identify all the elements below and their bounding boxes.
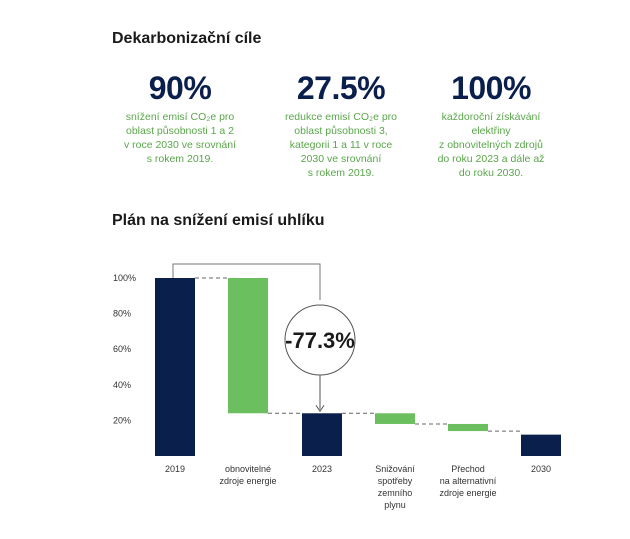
category-label: Přechod bbox=[451, 464, 485, 474]
kpi-desc-line: s rokem 2019. bbox=[307, 167, 375, 179]
y-tick-label: 100% bbox=[113, 273, 136, 283]
kpi-value: 100% bbox=[451, 70, 531, 106]
annotation-bracket bbox=[172, 263, 321, 300]
category-label: plynu bbox=[384, 500, 406, 510]
kpi-desc-line: každoroční získávání bbox=[441, 111, 541, 123]
kpi-description: každoroční získávání elektřiny z obnovit… bbox=[416, 110, 566, 180]
kpi-desc-line: 2030 ve srovnání bbox=[300, 153, 382, 165]
kpi-value: 27.5% bbox=[296, 70, 386, 106]
kpi-desc-line: oblast působnosti 3, bbox=[294, 125, 388, 137]
y-tick-label: 20% bbox=[113, 415, 131, 425]
category-label: zdroje energie bbox=[219, 476, 276, 486]
annotation-label: -77.3% bbox=[285, 328, 355, 353]
goals-title: Dekarbonizační cíle bbox=[112, 30, 262, 47]
kpi-scope-1-2: 90% snížení emisí CO₂e pro oblast působn… bbox=[105, 70, 255, 166]
category-label: 2030 bbox=[531, 464, 551, 474]
category-label: 2019 bbox=[165, 464, 185, 474]
kpi-renewable-electricity: 100% každoroční získávání elektřiny z ob… bbox=[416, 70, 566, 180]
category-label: obnovitelné bbox=[225, 464, 271, 474]
y-tick-label: 80% bbox=[113, 309, 131, 319]
decrease-bar bbox=[228, 278, 268, 414]
category-label: zdroje energie bbox=[439, 488, 496, 498]
decrease-bar bbox=[448, 423, 488, 432]
annotation-arrow-head bbox=[315, 405, 325, 413]
kpi-desc-line: elektřiny bbox=[471, 125, 511, 137]
kpi-desc-line: oblast působnosti 1 a 2 bbox=[126, 125, 234, 137]
category-label: spotřeby bbox=[378, 476, 413, 486]
category-label: Snižování bbox=[375, 464, 415, 474]
kpi-scope-3: 27.5% redukce emisí CO₂e pro oblast půso… bbox=[266, 70, 416, 180]
kpi-value: 90% bbox=[148, 70, 212, 106]
kpi-desc-line: z obnovitelných zdrojů bbox=[439, 139, 543, 151]
category-label: zemního bbox=[378, 488, 413, 498]
total-bar bbox=[302, 413, 342, 456]
kpi-desc-line: v roce 2030 ve srovnání bbox=[123, 139, 237, 151]
category-label: 2023 bbox=[312, 464, 332, 474]
kpi-desc-line: do roku 2030. bbox=[458, 167, 524, 179]
y-tick-label: 60% bbox=[113, 344, 131, 354]
kpi-description: redukce emisí CO₂e pro oblast působnosti… bbox=[266, 110, 416, 180]
decrease-bar bbox=[375, 413, 415, 424]
category-label: na alternativní bbox=[440, 476, 497, 486]
total-bar bbox=[521, 434, 561, 456]
kpi-desc-line: do roku 2023 a dále až bbox=[437, 153, 545, 165]
kpi-desc-line: snížení emisí CO₂e pro bbox=[125, 111, 235, 123]
kpi-desc-line: s rokem 2019. bbox=[146, 153, 214, 165]
kpi-desc-line: kategorii 1 a 11 v roce bbox=[289, 139, 393, 151]
kpi-description: snížení emisí CO₂e pro oblast působnosti… bbox=[105, 110, 255, 166]
y-tick-label: 40% bbox=[113, 380, 131, 390]
kpi-desc-line: redukce emisí CO₂e pro bbox=[284, 111, 398, 123]
plan-title: Plán na snížení emisí uhlíku bbox=[112, 212, 325, 229]
total-bar bbox=[155, 278, 195, 456]
